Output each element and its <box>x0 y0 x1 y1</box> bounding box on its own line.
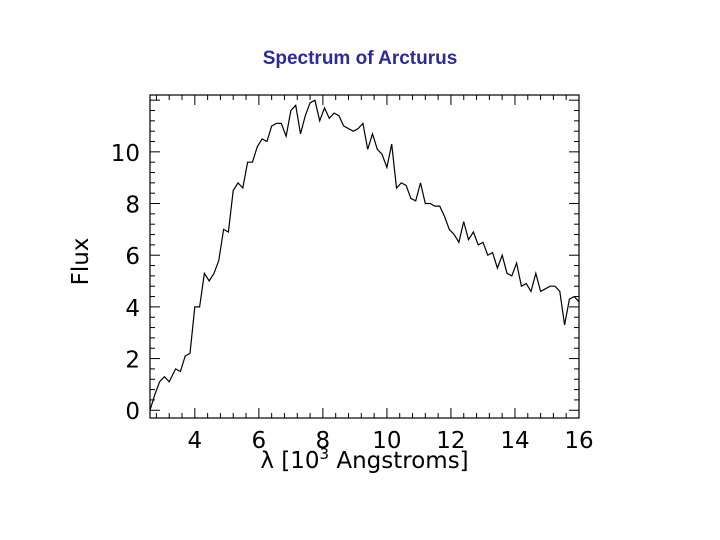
y-tick-label: 10 <box>111 141 140 167</box>
y-tick-label: 2 <box>125 348 140 374</box>
x-axis-label: λ [103 Angstroms] <box>260 445 468 474</box>
x-tick-label: 10 <box>372 428 401 454</box>
y-tick-label: 6 <box>125 244 140 270</box>
plot-frame <box>149 94 580 419</box>
y-axis-label: Flux <box>68 238 94 286</box>
x-tick-label: 8 <box>316 428 331 454</box>
x-tick-label: 4 <box>188 428 203 454</box>
y-tick-label: 0 <box>125 399 140 425</box>
x-tick-label: 6 <box>252 428 267 454</box>
y-tick-label: 4 <box>125 296 140 322</box>
x-tick-label: 12 <box>436 428 465 454</box>
chart-title: Spectrum of Arcturus <box>262 48 458 69</box>
x-tick-label: 16 <box>564 428 593 454</box>
x-tick-label: 14 <box>500 428 529 454</box>
spectrum-line <box>149 99 580 411</box>
y-tick-label: 8 <box>125 193 140 219</box>
